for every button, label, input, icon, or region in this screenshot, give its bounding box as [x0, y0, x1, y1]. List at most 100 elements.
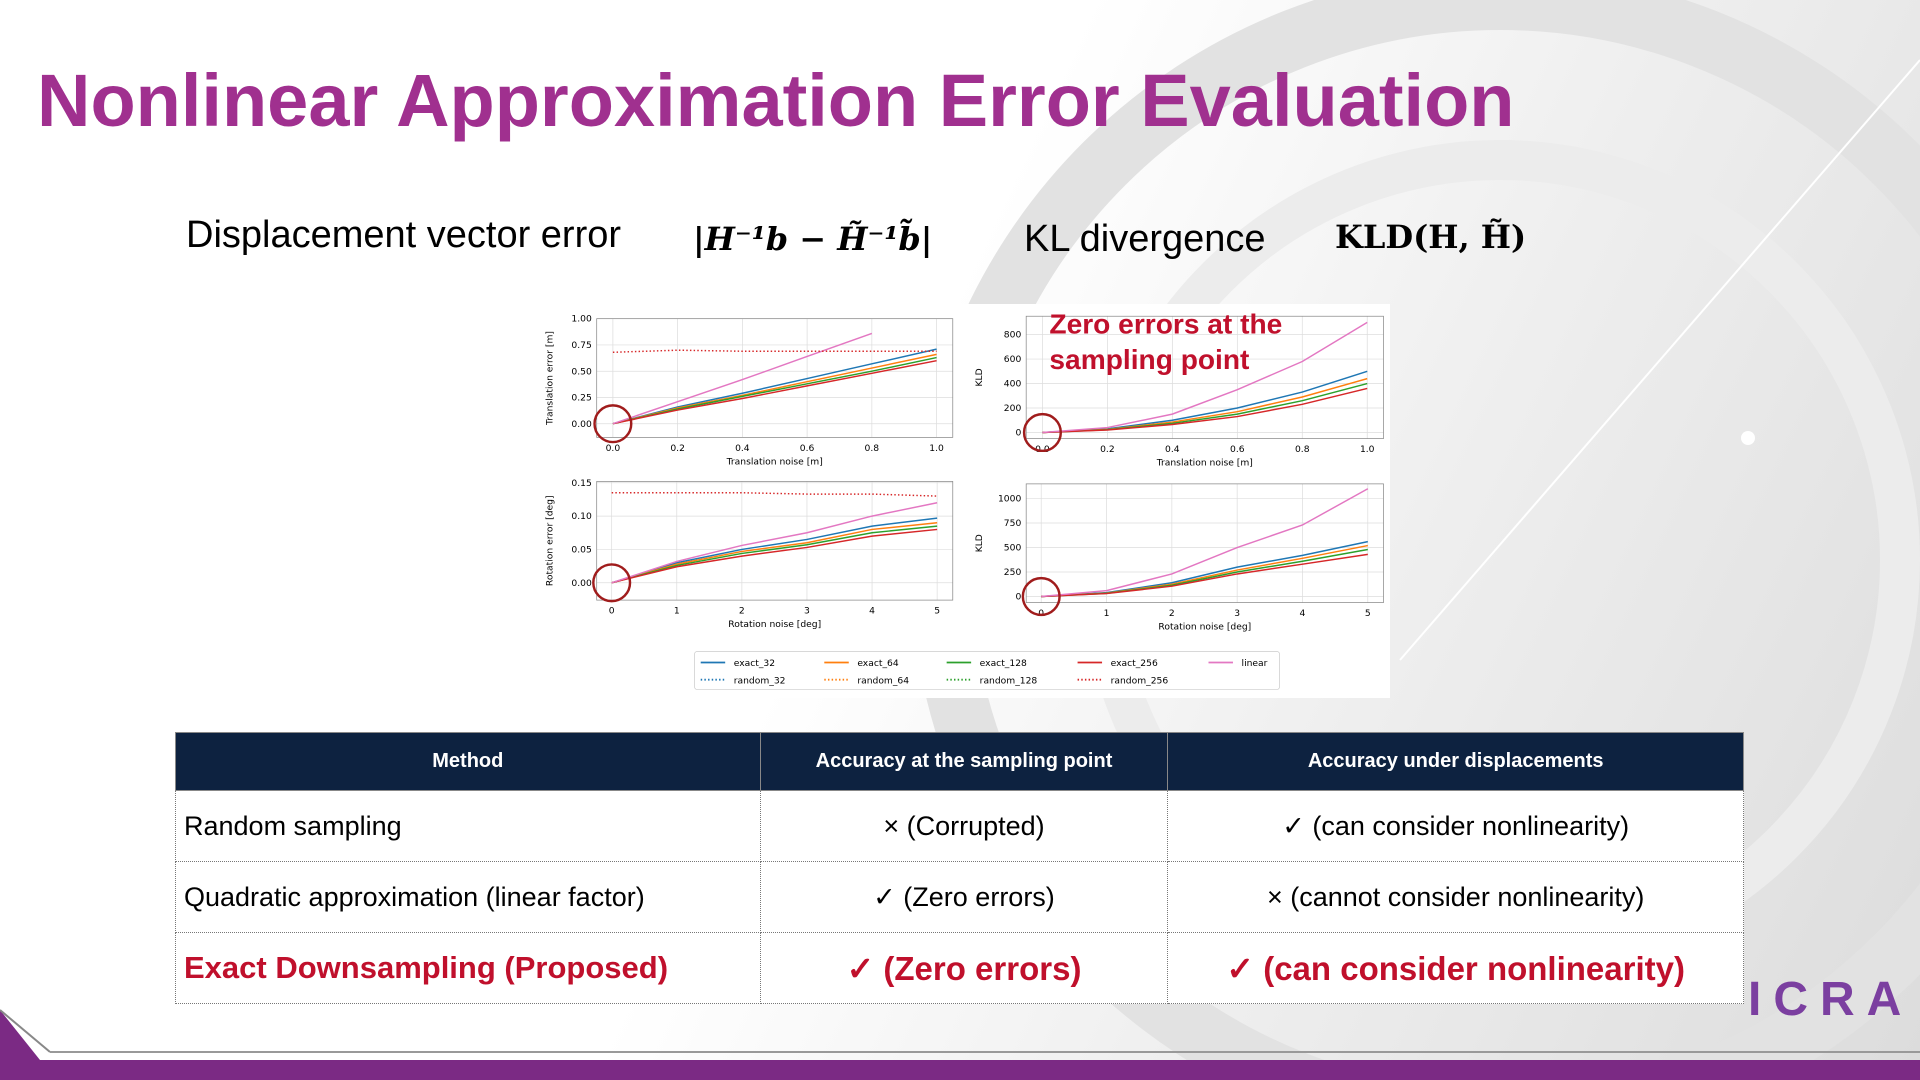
x-axis-label: Translation noise [m] — [1156, 458, 1253, 469]
plot-frame — [596, 318, 954, 438]
series-line — [612, 356, 937, 425]
y-tick-label: 500 — [1004, 543, 1022, 554]
bottom-band — [0, 1060, 1920, 1080]
x-tick-label: 0 — [609, 606, 615, 617]
legend-label: exact_256 — [1111, 658, 1158, 669]
y-tick-label: 0.00 — [571, 578, 592, 589]
y-axis-label: KLD — [974, 534, 985, 552]
series-line — [1041, 544, 1368, 598]
series-line — [1041, 548, 1368, 598]
series-line — [1041, 488, 1369, 598]
series-line — [611, 528, 938, 584]
y-tick-label: 0.15 — [571, 478, 592, 489]
plot-frame — [1025, 315, 1384, 439]
x-axis-label: Translation noise [m] — [726, 456, 823, 467]
series-line — [611, 525, 938, 584]
y-tick-label: 200 — [1004, 403, 1022, 414]
row: Quadratic approximation (linear factor) … — [175, 861, 1744, 933]
y-tick-label: 800 — [1004, 330, 1022, 341]
bg-dot — [1741, 431, 1755, 445]
y-tick-label: 250 — [1004, 567, 1022, 578]
x-tick-label: 3 — [1234, 608, 1240, 619]
y-tick-label: 1000 — [998, 494, 1021, 505]
x-tick-label: 0.4 — [1165, 444, 1180, 455]
x-tick-label: 1.0 — [1360, 444, 1375, 455]
header-row: Method Accuracy at the sampling point Ac… — [175, 732, 1744, 791]
series-line — [1042, 387, 1368, 434]
x-tick-label: 0.4 — [735, 443, 750, 454]
x-tick-label: 0.8 — [865, 443, 880, 454]
row: Random sampling × (Corrupted) ✓ (can con… — [175, 790, 1744, 862]
legend-label: exact_32 — [734, 658, 775, 669]
annotation: Zero errors at the — [1049, 308, 1282, 339]
bg-corner — [0, 1010, 40, 1060]
legend-label: random_256 — [1111, 675, 1169, 686]
highlight-circle — [593, 404, 633, 444]
x-tick-label: 5 — [1365, 608, 1371, 619]
x-axis-label: Rotation noise [deg] — [1158, 621, 1251, 632]
cell: × (cannot consider nonlinearity) — [1167, 861, 1744, 933]
series-line — [611, 502, 938, 584]
x-tick-label: 5 — [934, 606, 940, 617]
series-line — [611, 517, 938, 584]
highlight-circle — [1021, 576, 1061, 617]
cell: ✓ (can consider nonlinearity) — [1167, 790, 1744, 862]
header-cell: Accuracy under displacements — [1167, 732, 1744, 791]
series-line — [612, 359, 937, 425]
series-line — [612, 349, 937, 354]
x-axis-label: Rotation noise [deg] — [728, 619, 821, 630]
cell: × (Corrupted) — [759, 790, 1169, 862]
row: Exact Downsampling (Proposed) ✓ (Zero er… — [175, 932, 1744, 1004]
y-axis-label: Rotation error [deg] — [545, 495, 556, 586]
annotation: sampling point — [1049, 344, 1250, 375]
highlight-circle — [592, 563, 632, 603]
x-tick-label: 1 — [674, 606, 680, 617]
series-line — [1041, 553, 1368, 598]
y-tick-label: 0.05 — [571, 544, 592, 555]
y-tick-label: 1.00 — [571, 314, 592, 325]
x-tick-label: 0.2 — [670, 443, 685, 454]
y-tick-label: 0.25 — [571, 393, 592, 404]
plot-frame — [596, 481, 954, 601]
y-tick-label: 0.75 — [571, 340, 592, 351]
comparison-table: Method Accuracy at the sampling point Ac… — [175, 732, 1744, 1004]
cell: ✓ (Zero errors) — [759, 932, 1169, 1004]
formula-label: Displacement vector error — [186, 214, 622, 256]
series-line — [611, 492, 938, 497]
legend-label: exact_128 — [980, 658, 1027, 669]
x-tick-label: 0 — [1038, 608, 1044, 619]
plot-frame — [1025, 483, 1384, 603]
cell: Quadratic approximation (linear factor) — [175, 861, 761, 933]
x-tick-label: 0.0 — [1035, 444, 1050, 455]
series-line — [612, 348, 937, 425]
y-tick-label: 750 — [1004, 518, 1022, 529]
x-tick-label: 0.8 — [1295, 444, 1310, 455]
series-line — [1041, 540, 1368, 598]
legend-label: linear — [1242, 658, 1268, 669]
y-tick-label: 0 — [1015, 592, 1021, 603]
formula: |H⁻¹b − H̃⁻¹b̃| — [693, 220, 933, 258]
cell: Exact Downsampling (Proposed) — [175, 932, 761, 1004]
cell: Random sampling — [175, 790, 761, 862]
legend-frame — [694, 651, 1280, 690]
x-tick-label: 1.0 — [929, 443, 944, 454]
y-axis-label: KLD — [974, 368, 985, 386]
x-tick-label: 0.6 — [1230, 444, 1245, 455]
bg-line — [1399, 59, 1920, 661]
x-tick-label: 2 — [739, 606, 745, 617]
legend-label: random_32 — [734, 675, 786, 686]
x-tick-label: 1 — [1104, 608, 1110, 619]
chart-figure: 0.000.250.500.751.000.0 0.2 0.4 0.6 0.8 1.0Tr… — [529, 304, 1390, 698]
x-tick-label: 0.2 — [1100, 444, 1115, 455]
series-line — [612, 332, 873, 425]
series-line — [612, 353, 937, 425]
x-tick-label: 4 — [1300, 608, 1306, 619]
x-tick-label: 4 — [869, 606, 875, 617]
y-tick-label: 0.10 — [571, 511, 592, 522]
y-tick-label: 0 — [1015, 428, 1021, 439]
x-tick-label: 0.6 — [800, 443, 815, 454]
y-axis-label: Translation error [m] — [545, 331, 556, 426]
x-tick-label: 3 — [804, 606, 810, 617]
highlight-circle — [1022, 412, 1063, 453]
